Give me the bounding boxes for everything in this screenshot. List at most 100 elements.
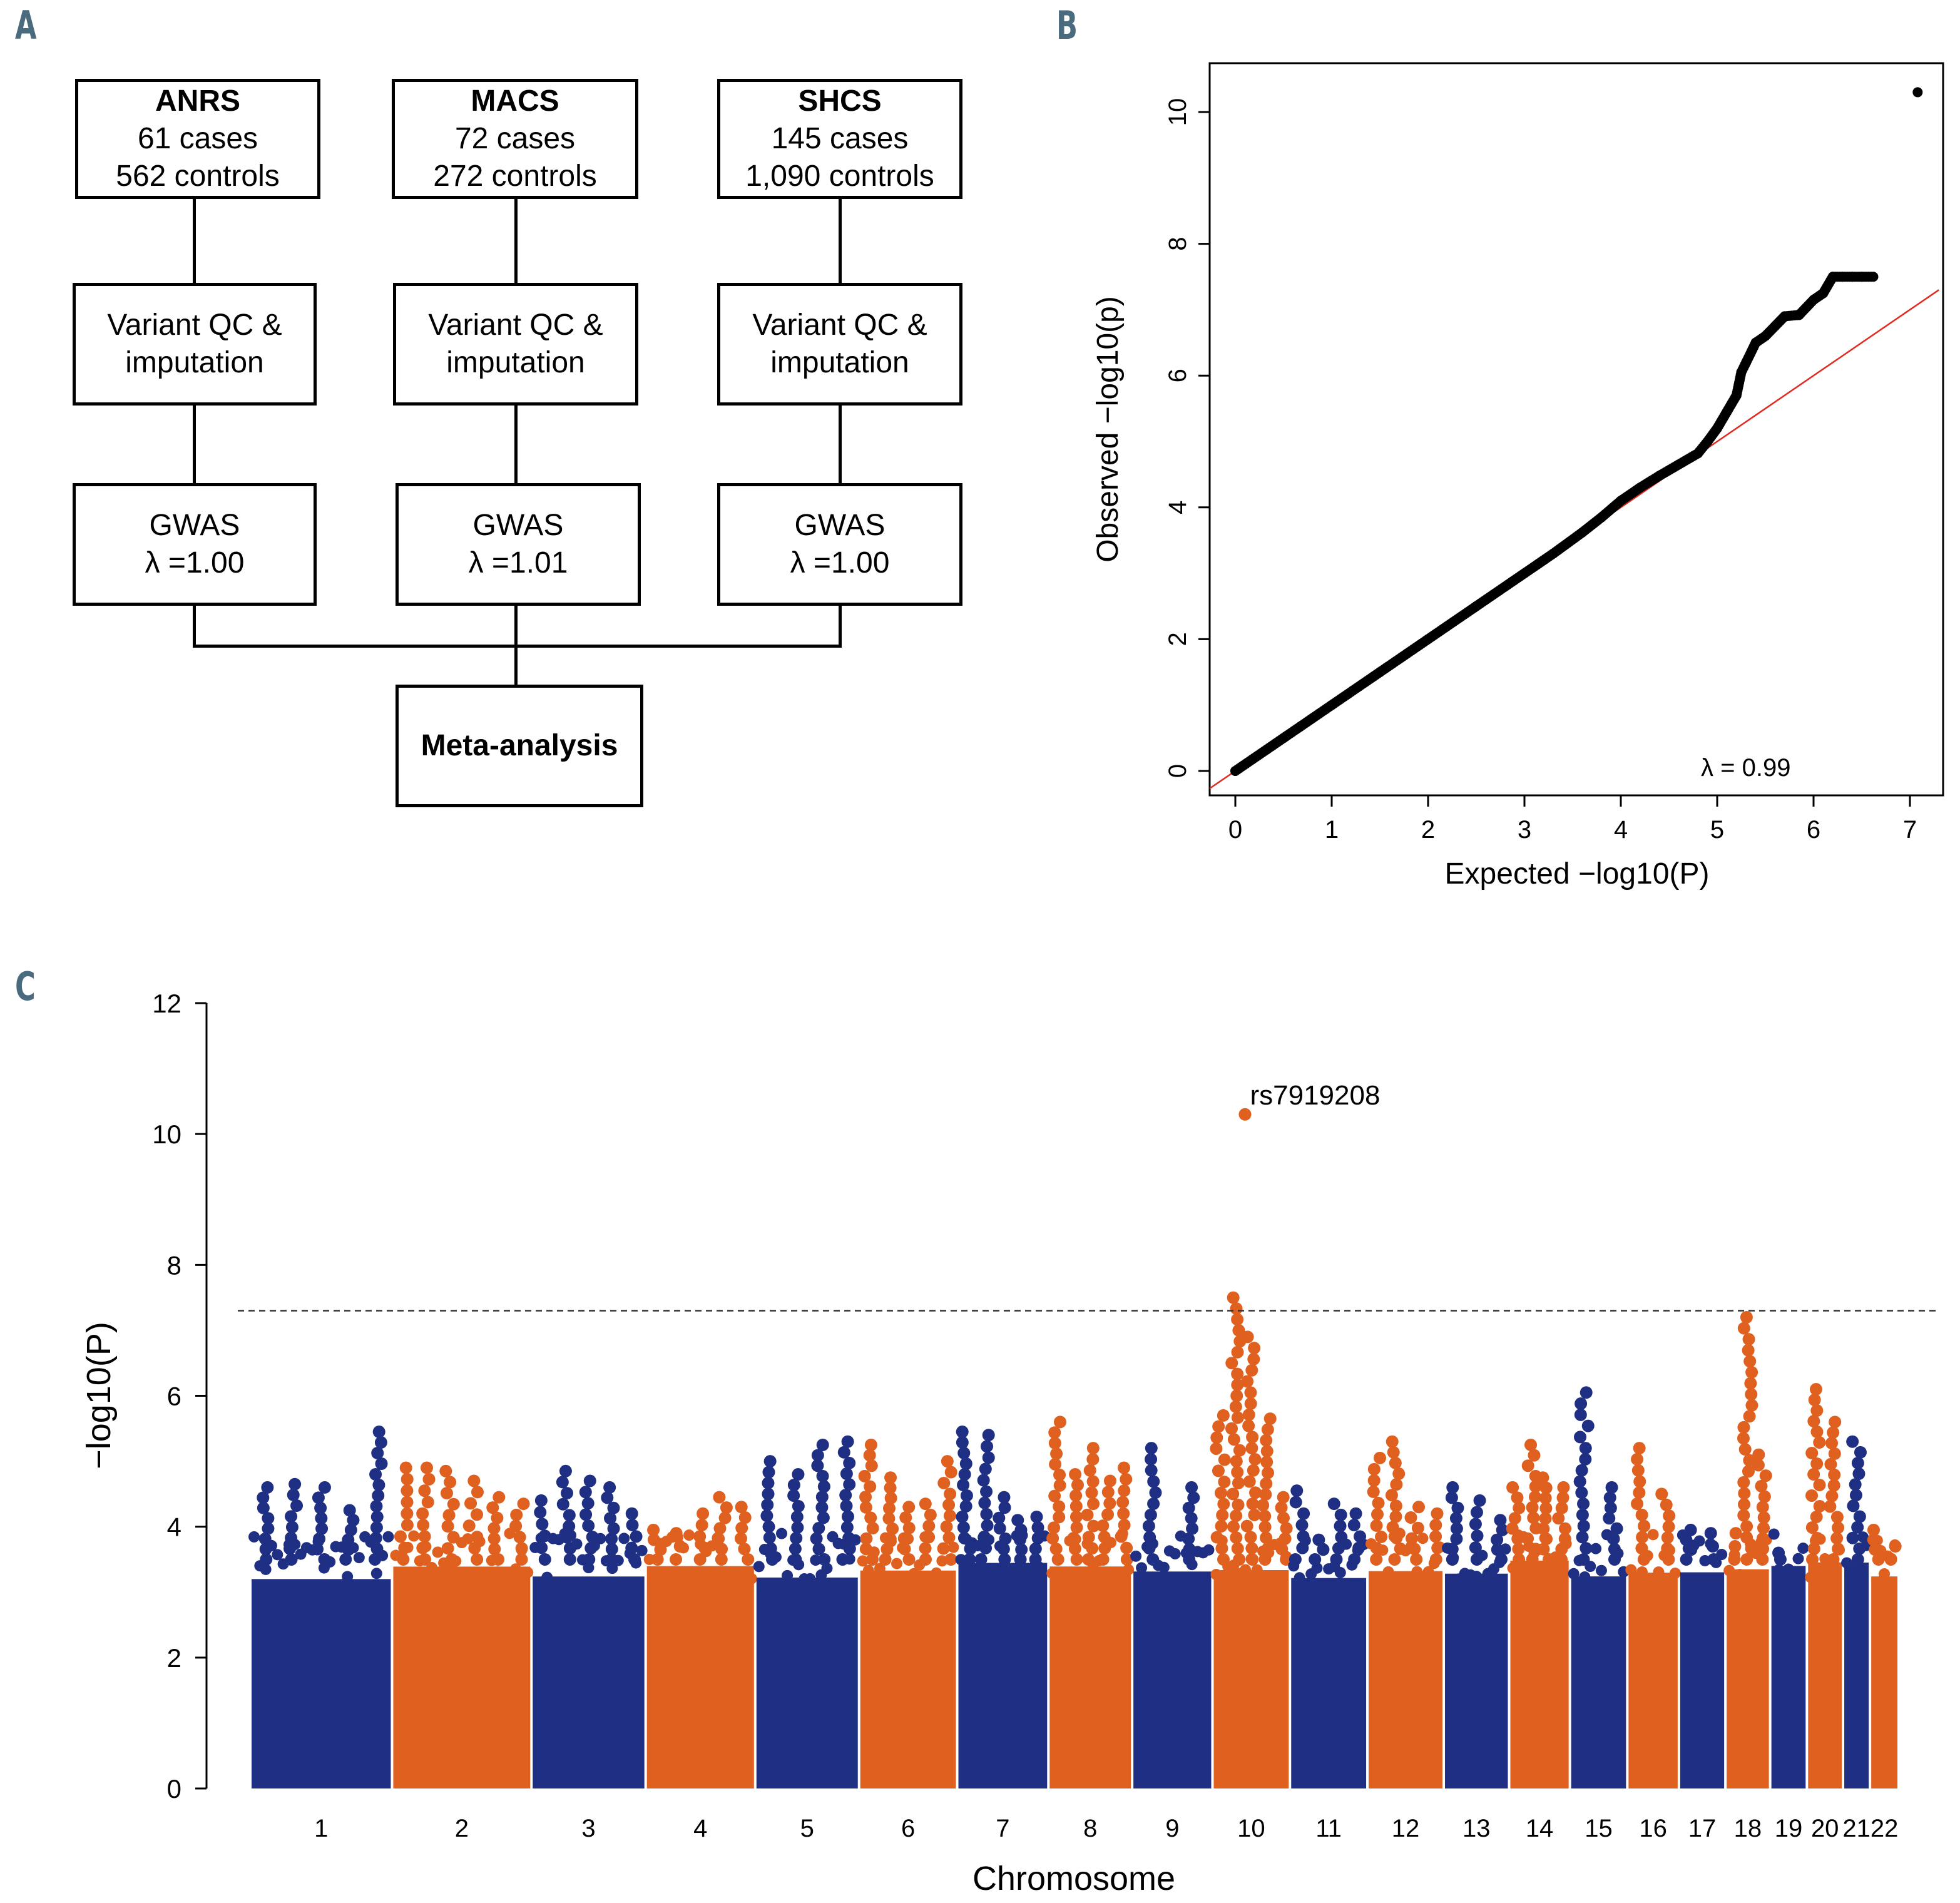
qq-point bbox=[1618, 494, 1628, 504]
qq-point bbox=[1347, 685, 1358, 696]
snp-point bbox=[1852, 1467, 1866, 1481]
chromosome-14-points bbox=[1506, 1438, 1572, 1788]
snp-point bbox=[260, 1563, 272, 1575]
qq-point bbox=[1243, 757, 1253, 768]
qc-line-2: imputation bbox=[125, 346, 264, 379]
snp-point bbox=[1688, 1539, 1700, 1551]
snp-point bbox=[1828, 1468, 1841, 1481]
qq-point bbox=[1586, 519, 1597, 530]
snp-point bbox=[584, 1542, 598, 1555]
qq-point bbox=[1341, 690, 1352, 700]
qq-point bbox=[1245, 755, 1255, 766]
qq-point bbox=[1693, 448, 1703, 459]
snp-point bbox=[998, 1553, 1011, 1566]
snp-point bbox=[1230, 1531, 1243, 1544]
snp-point bbox=[647, 1523, 660, 1536]
snp-point bbox=[605, 1553, 618, 1566]
qq-point bbox=[1272, 737, 1282, 748]
snp-point bbox=[1494, 1556, 1506, 1568]
snp-point bbox=[347, 1514, 360, 1527]
snp-point bbox=[295, 1548, 307, 1560]
snp-point bbox=[843, 1542, 856, 1555]
snp-point bbox=[1661, 1542, 1674, 1555]
qc-box-macs: Variant QC & imputation bbox=[393, 283, 638, 406]
qq-point bbox=[1486, 591, 1496, 601]
qq-point bbox=[1536, 557, 1546, 568]
snp-point bbox=[1387, 1446, 1400, 1459]
snp-point bbox=[1212, 1464, 1225, 1477]
snp-point bbox=[858, 1469, 871, 1482]
snp-cloud bbox=[1628, 1573, 1678, 1788]
snp-point bbox=[1782, 1563, 1794, 1575]
snp-point bbox=[1774, 1553, 1787, 1566]
qq-point bbox=[1738, 362, 1749, 373]
qq-point bbox=[1471, 601, 1481, 611]
snp-point bbox=[1757, 1511, 1770, 1524]
snp-point bbox=[1635, 1542, 1648, 1555]
qq-point bbox=[1531, 559, 1542, 570]
qq-point bbox=[1639, 479, 1650, 490]
snp-point bbox=[1663, 1509, 1676, 1523]
snp-point bbox=[1296, 1541, 1309, 1554]
qq-x-tick-label: 4 bbox=[1614, 816, 1628, 844]
qq-point bbox=[1854, 272, 1865, 282]
qq-point bbox=[1329, 698, 1339, 709]
qq-point bbox=[1554, 544, 1565, 554]
snp-point bbox=[535, 1532, 547, 1544]
snp-point bbox=[1120, 1472, 1133, 1486]
snp-point bbox=[1740, 1531, 1753, 1544]
snp-point bbox=[764, 1548, 776, 1559]
qq-x-tick-label: 0 bbox=[1228, 816, 1242, 844]
snp-point bbox=[695, 1538, 707, 1550]
snp-point bbox=[1083, 1464, 1096, 1477]
snp-point bbox=[1028, 1569, 1039, 1581]
snp-point bbox=[1294, 1572, 1305, 1584]
snp-point bbox=[1813, 1436, 1826, 1449]
snp-point bbox=[1388, 1553, 1401, 1566]
snp-point bbox=[1590, 1543, 1602, 1554]
snp-point bbox=[1772, 1546, 1785, 1559]
snp-point bbox=[1488, 1563, 1499, 1575]
snp-point bbox=[1377, 1544, 1389, 1556]
snp-point bbox=[1245, 1553, 1257, 1565]
qq-point bbox=[1360, 677, 1370, 688]
qq-point bbox=[1635, 482, 1645, 493]
qq-point bbox=[1750, 337, 1761, 348]
qq-point bbox=[1861, 272, 1872, 282]
snp-point bbox=[1243, 1475, 1256, 1488]
snp-point bbox=[1871, 1534, 1883, 1546]
snp-point bbox=[1884, 1553, 1897, 1566]
qq-point bbox=[1645, 476, 1656, 486]
snp-point bbox=[559, 1464, 572, 1477]
snp-point bbox=[626, 1519, 639, 1532]
qq-point bbox=[1442, 621, 1452, 631]
snp-point bbox=[994, 1540, 1006, 1552]
snp-point bbox=[1471, 1571, 1483, 1583]
qq-point bbox=[1421, 635, 1431, 646]
qq-point bbox=[1362, 675, 1372, 686]
snp-cloud bbox=[1771, 1566, 1806, 1788]
snp-point bbox=[998, 1491, 1011, 1504]
qq-point bbox=[1397, 651, 1408, 661]
snp-point bbox=[1216, 1509, 1229, 1522]
snp-point bbox=[1231, 1367, 1244, 1380]
snp-point bbox=[1215, 1519, 1228, 1533]
snp-point bbox=[693, 1530, 707, 1543]
chromosome-label: 10 bbox=[1237, 1815, 1265, 1842]
snp-point bbox=[1529, 1469, 1542, 1482]
snp-point bbox=[1248, 1452, 1262, 1466]
qq-point bbox=[1279, 733, 1289, 743]
qq-point bbox=[1295, 722, 1305, 732]
qq-point bbox=[1377, 665, 1387, 676]
snp-point bbox=[1289, 1553, 1302, 1566]
qq-point bbox=[1709, 427, 1720, 437]
snp-point bbox=[441, 1520, 454, 1533]
snp-point bbox=[1274, 1537, 1286, 1549]
snp-point bbox=[1096, 1553, 1110, 1566]
qq-point bbox=[1669, 462, 1680, 472]
snp-point bbox=[1737, 1509, 1750, 1522]
snp-point bbox=[655, 1538, 666, 1549]
snp-point bbox=[982, 1429, 995, 1442]
snp-point bbox=[649, 1569, 661, 1581]
snp-point bbox=[375, 1457, 388, 1471]
